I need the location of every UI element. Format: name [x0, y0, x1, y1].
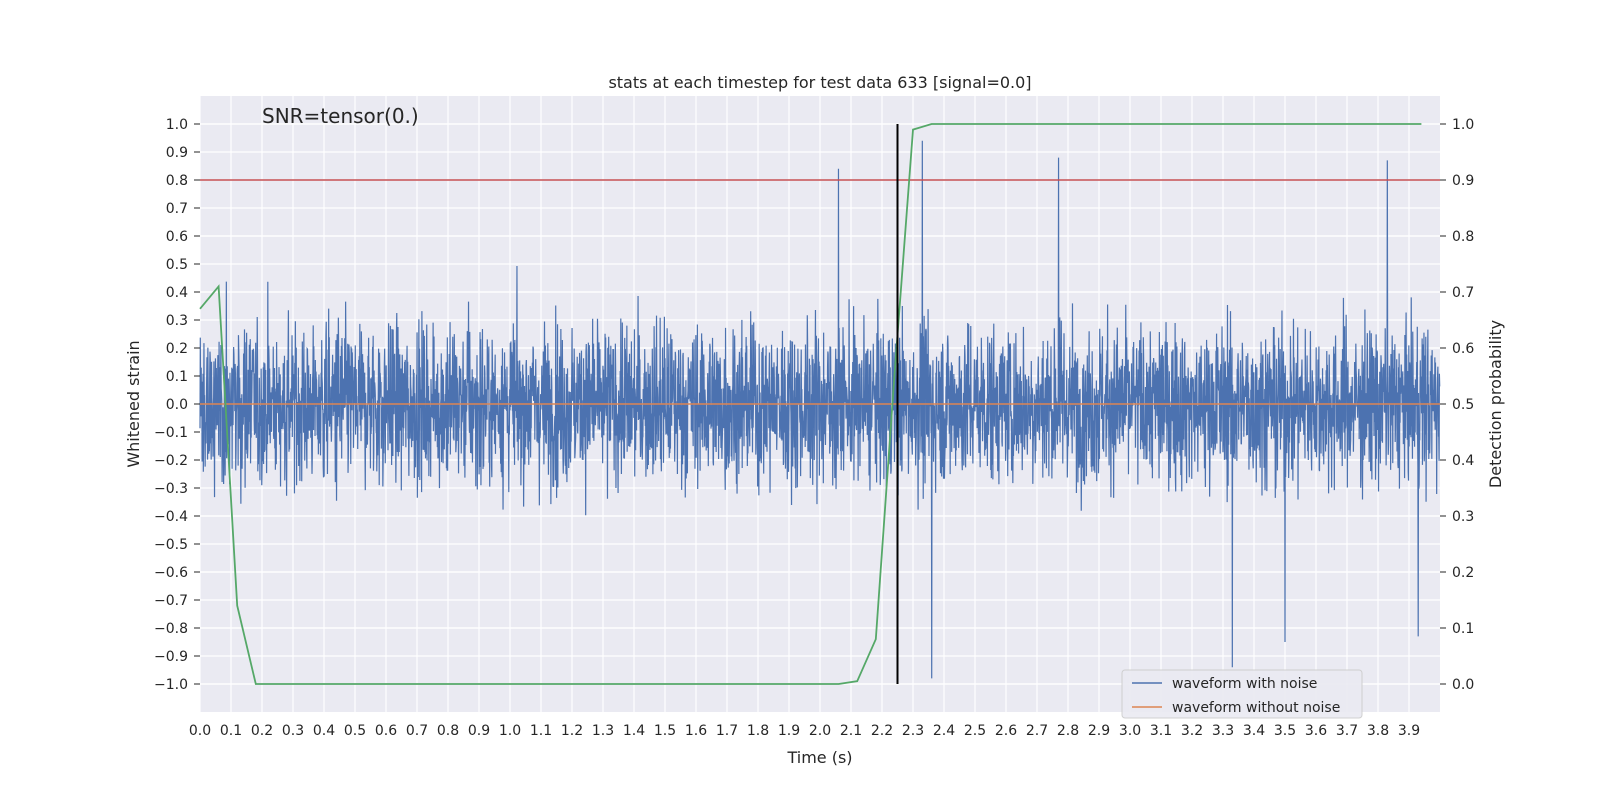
x-tick-label: 2.9	[1088, 723, 1110, 739]
y-tick-labels: 1.0 0.9 0.8 0.7 0.6 0.5 0.4 0.3 0.2 0.1 0.0 −0.1 −0.…	[154, 117, 200, 693]
y-tick-label: 0.7	[166, 201, 188, 217]
y-axis-label: Whitened strain	[124, 340, 143, 467]
y-tick-label: 0.2	[166, 341, 188, 357]
legend-label-noise: waveform with noise	[1172, 676, 1317, 692]
chart-title: stats at each timestep for test data 633…	[608, 73, 1031, 92]
overlay-layer	[199, 123, 1440, 685]
x-tick-label: 3.0	[1119, 723, 1141, 739]
x-tick-label: 3.8	[1367, 723, 1389, 739]
x-tick-label: 1.4	[623, 723, 645, 739]
y2-tick-label: 0.4	[1452, 453, 1474, 469]
x-tick-label: 2.5	[964, 723, 986, 739]
x-tick-label: 0.0	[189, 723, 211, 739]
x-tick-label: 3.4	[1243, 723, 1265, 739]
series-waveform-with-noise	[199, 140, 1441, 679]
y-tick-label: 0.1	[166, 369, 188, 385]
y-tick-label: 0.9	[166, 145, 188, 161]
x-tick-label: 1.6	[685, 723, 707, 739]
x-tick-label: 3.7	[1336, 723, 1358, 739]
x-tick-label: 3.3	[1212, 723, 1234, 739]
x-tick-label: 1.3	[592, 723, 614, 739]
x-tick-label: 2.7	[1026, 723, 1048, 739]
x-tick-label: 1.2	[561, 723, 583, 739]
y-tick-label: −0.8	[154, 621, 188, 637]
y-tick-label: −1.0	[154, 677, 188, 693]
x-tick-label: 0.4	[313, 723, 335, 739]
x-tick-label: 2.4	[933, 723, 955, 739]
snr-annotation: SNR=tensor(0.)	[262, 104, 419, 128]
x-tick-label: 3.9	[1398, 723, 1420, 739]
x-tick-label: 1.9	[778, 723, 800, 739]
y-tick-label: 0.8	[166, 173, 188, 189]
x-tick-label: 0.5	[344, 723, 366, 739]
y-tick-label: −0.6	[154, 565, 188, 581]
x-tick-label: 0.8	[437, 723, 459, 739]
x-tick-labels: 0.0 0.1 0.2 0.3 0.4 0.5 0.6 0.7 0.8 0.9 1.0 1.1 1.2 1…	[189, 723, 1420, 739]
x-tick-label: 2.6	[995, 723, 1017, 739]
x-tick-label: 3.6	[1305, 723, 1327, 739]
x-tick-label: 1.1	[530, 723, 552, 739]
x-tick-label: 3.1	[1150, 723, 1172, 739]
legend-label-clean: waveform without noise	[1172, 700, 1340, 716]
y-tick-label: −0.3	[154, 481, 188, 497]
y2-tick-label: 0.5	[1452, 397, 1474, 413]
y2-axis-label: Detection probability	[1486, 320, 1505, 488]
x-tick-label: 1.7	[716, 723, 738, 739]
y-tick-label: −0.9	[154, 649, 188, 665]
y-tick-label: −0.1	[154, 425, 188, 441]
legend-box	[1121, 669, 1363, 719]
x-tick-label: 3.2	[1181, 723, 1203, 739]
y2-tick-label: 0.7	[1452, 285, 1474, 301]
y-tick-label: 0.6	[166, 229, 188, 245]
x-tick-label: 2.3	[902, 723, 924, 739]
y2-tick-label: 0.2	[1452, 565, 1474, 581]
series-layer	[199, 140, 1441, 679]
y2-tick-labels: 1.0 0.9 0.8 0.7 0.6 0.5 0.4 0.3 0.2 0.1 0.0	[1440, 117, 1474, 693]
x-tick-label: 1.8	[747, 723, 769, 739]
y-tick-label: −0.2	[154, 453, 188, 469]
y-tick-label: −0.5	[154, 537, 188, 553]
x-tick-label: 0.1	[220, 723, 242, 739]
x-tick-label: 0.9	[468, 723, 490, 739]
x-tick-label: 0.2	[251, 723, 273, 739]
y-tick-label: 0.3	[166, 313, 188, 329]
x-tick-label: 2.0	[809, 723, 831, 739]
y2-tick-label: 0.6	[1452, 341, 1474, 357]
x-tick-label: 2.1	[840, 723, 862, 739]
x-tick-label: 0.7	[406, 723, 428, 739]
y2-tick-label: 0.9	[1452, 173, 1474, 189]
y2-tick-label: 0.8	[1452, 229, 1474, 245]
x-tick-label: 2.2	[871, 723, 893, 739]
y-tick-label: −0.4	[154, 509, 188, 525]
x-tick-label: 2.8	[1057, 723, 1079, 739]
y-tick-label: 0.0	[166, 397, 188, 413]
y2-tick-label: 0.1	[1452, 621, 1474, 637]
x-tick-label: 1.5	[654, 723, 676, 739]
series-detection-probability	[199, 123, 1422, 685]
y2-tick-label: 0.0	[1452, 677, 1474, 693]
y-tick-label: 0.5	[166, 257, 188, 273]
x-tick-label: 3.5	[1274, 723, 1296, 739]
x-tick-label: 1.0	[499, 723, 521, 739]
x-axis-label: Time (s)	[786, 748, 852, 767]
y-tick-label: −0.7	[154, 593, 188, 609]
legend: waveform with noise waveform without noi…	[1121, 669, 1363, 719]
x-tick-label: 0.3	[282, 723, 304, 739]
y-tick-label: 1.0	[166, 117, 188, 133]
y-tick-label: 0.4	[166, 285, 188, 301]
x-tick-label: 0.6	[375, 723, 397, 739]
y2-tick-label: 0.3	[1452, 509, 1474, 525]
y2-tick-label: 1.0	[1452, 117, 1474, 133]
